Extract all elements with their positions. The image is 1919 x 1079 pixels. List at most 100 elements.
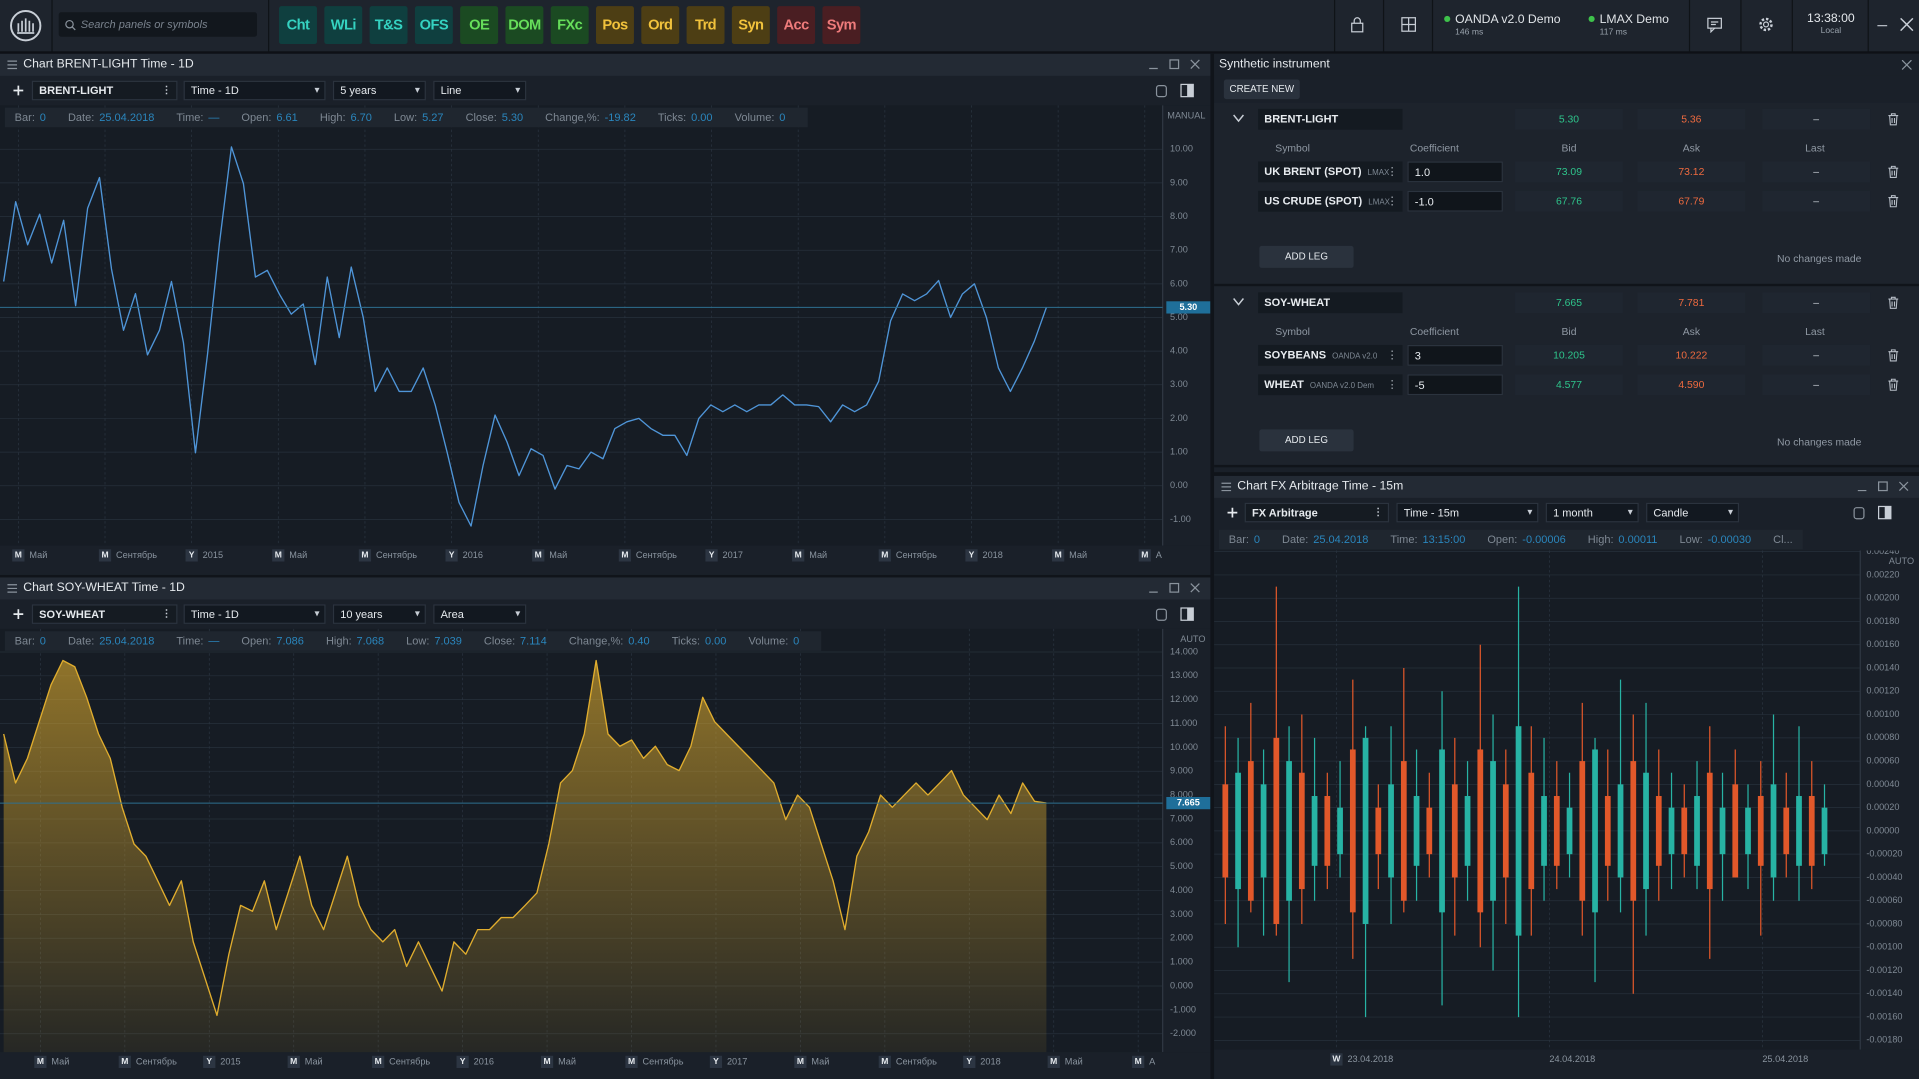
layout-icon[interactable] — [1400, 16, 1417, 33]
separator — [1791, 0, 1793, 52]
panel-header: Synthetic instrument — [1214, 53, 1919, 76]
leg-menu[interactable]: ⋮ — [1386, 165, 1398, 178]
y-tick-label: 0.00000 — [1866, 825, 1899, 835]
delete-button[interactable] — [1887, 195, 1899, 208]
dropdown[interactable]: Time - 1D ▾ — [183, 80, 326, 101]
collapse-toggle[interactable] — [1232, 114, 1245, 124]
maximize-button[interactable] — [1877, 481, 1888, 492]
settings-icon[interactable] — [1757, 16, 1774, 33]
dropdown[interactable]: Line ▾ — [433, 80, 527, 101]
tool-icon[interactable] — [1155, 85, 1167, 98]
toolbar-button[interactable]: T&S — [369, 6, 408, 45]
symbol-box[interactable]: SOY-WHEAT ⋮ — [31, 604, 178, 624]
collapse-toggle[interactable] — [1232, 297, 1245, 307]
toolbar-button[interactable]: DOM — [505, 6, 544, 45]
minimize-button[interactable] — [1875, 17, 1890, 32]
close-button[interactable] — [1190, 583, 1200, 593]
dropdown[interactable]: Time - 1D ▾ — [183, 604, 326, 624]
leg-menu[interactable]: ⋮ — [1386, 194, 1398, 207]
leg-ask: 4.590 — [1637, 374, 1746, 396]
y-tick-label: 9.00 — [1170, 177, 1188, 187]
delete-button[interactable] — [1887, 165, 1899, 178]
column-header: Symbol — [1275, 141, 1310, 155]
tool-icon[interactable] — [1155, 608, 1167, 621]
add-leg-button[interactable]: ADD LEG — [1259, 245, 1354, 268]
delete-button[interactable] — [1887, 349, 1899, 362]
maximize-button[interactable] — [1169, 582, 1180, 593]
leg-last: – — [1762, 374, 1871, 396]
toolbar-button[interactable]: OFS — [414, 6, 453, 45]
create-new-button[interactable]: CREATE NEW — [1223, 79, 1300, 100]
scale-mode: AUTO — [1180, 634, 1205, 644]
panel-title: Chart BRENT-LIGHT Time - 1D — [23, 57, 194, 71]
dropdown[interactable]: Time - 15m ▾ — [1396, 502, 1539, 523]
close-button[interactable] — [1898, 481, 1909, 491]
y-tick-label: -1.00 — [1170, 514, 1191, 524]
panel-menu-icon[interactable] — [1221, 482, 1232, 492]
info-value: 0.00 — [704, 634, 727, 648]
leg-ask: 73.12 — [1637, 161, 1746, 183]
leg-menu[interactable]: ⋮ — [1386, 348, 1398, 361]
dropdown-value: 1 month — [1553, 506, 1593, 519]
plus-icon — [13, 609, 24, 620]
toolbar-button[interactable]: WLi — [324, 6, 363, 45]
x-label: Сентябрь — [643, 1056, 684, 1066]
candle-body — [1541, 796, 1547, 866]
symbol-box[interactable]: BRENT-LIGHT ⋮ — [31, 80, 178, 101]
leg-bid: 67.76 — [1515, 190, 1623, 212]
toolbar-button[interactable]: FXc — [550, 6, 589, 45]
toolbar-button[interactable]: OE — [460, 6, 499, 45]
add-button[interactable] — [12, 608, 24, 620]
candle-body — [1439, 749, 1445, 913]
search-box[interactable]: Search panels or symbols — [58, 12, 258, 37]
dropdown-arrow: ▾ — [1527, 506, 1533, 518]
dropdown[interactable]: 5 years ▾ — [332, 80, 426, 101]
chat-icon[interactable] — [1706, 16, 1723, 34]
lock-icon[interactable] — [1349, 16, 1366, 33]
y-tick-label: -1.000 — [1170, 1004, 1196, 1014]
toolbar-button[interactable]: Sym — [822, 6, 861, 45]
leg-coefficient[interactable]: 3 — [1407, 344, 1503, 366]
symbol-box[interactable]: FX Arbitrage ⋮ — [1244, 502, 1390, 523]
logo[interactable] — [7, 7, 44, 44]
leg-coefficient[interactable]: -5 — [1407, 374, 1503, 396]
panel-menu-icon[interactable] — [7, 584, 18, 594]
toolbar-button[interactable]: Ord — [641, 6, 680, 45]
y-tick-label: -0.00020 — [1866, 849, 1902, 859]
candle-body — [1553, 796, 1560, 866]
info-bar: Bar: 0 Date: 25.04.2018 Time: — Open: 7.086 High… — [4, 631, 822, 651]
close-button[interactable] — [1899, 17, 1914, 32]
dropdown[interactable]: 10 years ▾ — [332, 604, 426, 624]
panel-menu-icon[interactable] — [7, 60, 18, 70]
add-leg-button[interactable]: ADD LEG — [1259, 429, 1354, 452]
close-button[interactable] — [1190, 59, 1200, 69]
x-label-prefix: M — [795, 550, 802, 560]
separator — [1867, 0, 1869, 52]
y-tick-label: 5.000 — [1170, 861, 1193, 871]
x-axis-strip — [0, 545, 1211, 575]
delete-button[interactable] — [1887, 378, 1899, 391]
toolbar-button[interactable]: Syn — [731, 6, 770, 45]
tool-icon[interactable] — [1853, 507, 1865, 520]
y-tick-label: 14.000 — [1170, 646, 1198, 656]
add-button[interactable] — [12, 84, 24, 96]
dropdown[interactable]: Area ▾ — [433, 604, 527, 624]
leg-coefficient[interactable]: -1.0 — [1407, 190, 1503, 212]
leg-bid: 4.577 — [1515, 374, 1623, 396]
toolbar-button[interactable]: Cht — [279, 6, 317, 45]
delete-button[interactable] — [1887, 113, 1899, 126]
dropdown[interactable]: Candle ▾ — [1646, 502, 1740, 523]
maximize-button[interactable] — [1169, 59, 1180, 70]
delete-button[interactable] — [1887, 296, 1899, 309]
toolbar-button[interactable]: Acc — [777, 6, 816, 45]
x-label-prefix: M — [543, 1056, 550, 1066]
toolbar-button[interactable]: Pos — [596, 6, 634, 45]
close-button[interactable] — [1901, 59, 1912, 70]
plot-background — [0, 105, 1211, 575]
leg-coefficient[interactable]: 1.0 — [1407, 161, 1503, 183]
add-button[interactable] — [1226, 506, 1238, 518]
toolbar-button[interactable]: Trd — [686, 6, 725, 45]
leg-menu[interactable]: ⋮ — [1386, 378, 1398, 391]
dropdown[interactable]: 1 month ▾ — [1545, 502, 1639, 523]
info-label: High: — [1587, 533, 1614, 546]
